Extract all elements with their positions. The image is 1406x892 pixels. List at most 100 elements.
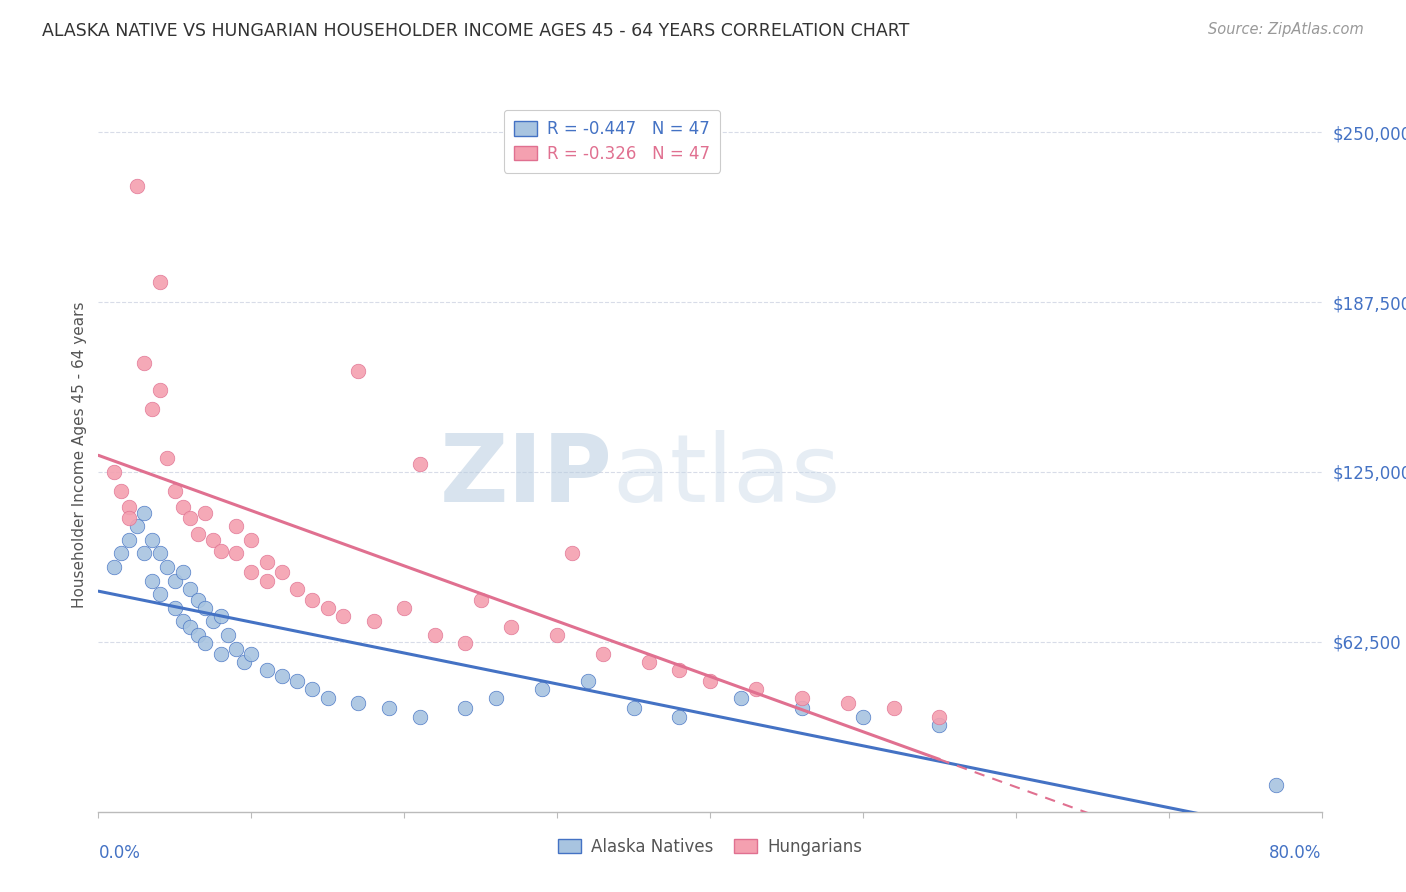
Point: [141, 574, 163, 588]
Point: [240, 566, 263, 580]
Point: [194, 506, 217, 520]
Point: [301, 592, 323, 607]
Point: [179, 582, 201, 596]
Point: [668, 664, 690, 678]
Point: [790, 690, 813, 705]
Point: [270, 566, 292, 580]
Point: [928, 717, 950, 731]
Point: [103, 465, 125, 479]
Point: [156, 451, 179, 466]
Point: [141, 402, 163, 417]
Point: [928, 709, 950, 723]
Point: [256, 574, 278, 588]
Point: [256, 664, 278, 678]
Point: [187, 527, 209, 541]
Point: [163, 483, 186, 498]
Point: [141, 533, 163, 547]
Point: [134, 506, 156, 520]
Point: [332, 609, 354, 624]
Point: [202, 615, 225, 629]
Point: [149, 275, 172, 289]
Point: [118, 500, 141, 515]
Text: Source: ZipAtlas.com: Source: ZipAtlas.com: [1208, 22, 1364, 37]
Point: [187, 628, 209, 642]
Point: [179, 511, 201, 525]
Point: [118, 533, 141, 547]
Point: [225, 519, 247, 533]
Point: [194, 636, 217, 650]
Point: [225, 641, 247, 656]
Point: [110, 546, 132, 560]
Point: [301, 682, 323, 697]
Point: [134, 546, 156, 560]
Point: [149, 546, 172, 560]
Point: [790, 701, 813, 715]
Point: [209, 647, 232, 661]
Point: [172, 566, 194, 580]
Text: atlas: atlas: [612, 430, 841, 523]
Point: [485, 690, 508, 705]
Point: [179, 620, 201, 634]
Point: [209, 543, 232, 558]
Point: [637, 655, 661, 669]
Point: [256, 555, 278, 569]
Point: [501, 620, 523, 634]
Point: [316, 690, 339, 705]
Point: [837, 696, 859, 710]
Point: [172, 615, 194, 629]
Point: [163, 574, 186, 588]
Point: [347, 364, 370, 378]
Point: [530, 682, 553, 697]
Point: [623, 701, 645, 715]
Point: [745, 682, 768, 697]
Point: [852, 709, 875, 723]
Point: [392, 600, 416, 615]
Point: [225, 546, 247, 560]
Point: [883, 701, 905, 715]
Point: [470, 592, 492, 607]
Point: [172, 500, 194, 515]
Point: [232, 655, 254, 669]
Point: [285, 674, 308, 689]
Point: [240, 647, 263, 661]
Point: [699, 674, 721, 689]
Text: 80.0%: 80.0%: [1270, 844, 1322, 862]
Point: [347, 696, 370, 710]
Point: [163, 600, 186, 615]
Point: [576, 674, 599, 689]
Point: [592, 647, 614, 661]
Point: [209, 609, 232, 624]
Point: [103, 560, 125, 574]
Point: [125, 519, 148, 533]
Point: [118, 511, 141, 525]
Point: [316, 600, 339, 615]
Text: ALASKA NATIVE VS HUNGARIAN HOUSEHOLDER INCOME AGES 45 - 64 YEARS CORRELATION CHA: ALASKA NATIVE VS HUNGARIAN HOUSEHOLDER I…: [42, 22, 910, 40]
Text: 0.0%: 0.0%: [98, 844, 141, 862]
Point: [454, 701, 477, 715]
Point: [423, 628, 446, 642]
Point: [363, 615, 385, 629]
Point: [194, 600, 217, 615]
Point: [134, 356, 156, 370]
Legend: Alaska Natives, Hungarians: Alaska Natives, Hungarians: [550, 830, 870, 864]
Point: [125, 179, 148, 194]
Point: [408, 457, 430, 471]
Point: [408, 709, 430, 723]
Text: ZIP: ZIP: [439, 430, 612, 523]
Point: [217, 628, 239, 642]
Point: [240, 533, 263, 547]
Point: [149, 384, 172, 398]
Point: [378, 701, 401, 715]
Point: [187, 592, 209, 607]
Point: [110, 483, 132, 498]
Point: [730, 690, 752, 705]
Point: [285, 582, 308, 596]
Y-axis label: Householder Income Ages 45 - 64 years: Householder Income Ages 45 - 64 years: [72, 301, 87, 608]
Point: [668, 709, 690, 723]
Point: [1264, 778, 1286, 792]
Point: [454, 636, 477, 650]
Point: [149, 587, 172, 601]
Point: [546, 628, 568, 642]
Point: [270, 669, 292, 683]
Point: [202, 533, 225, 547]
